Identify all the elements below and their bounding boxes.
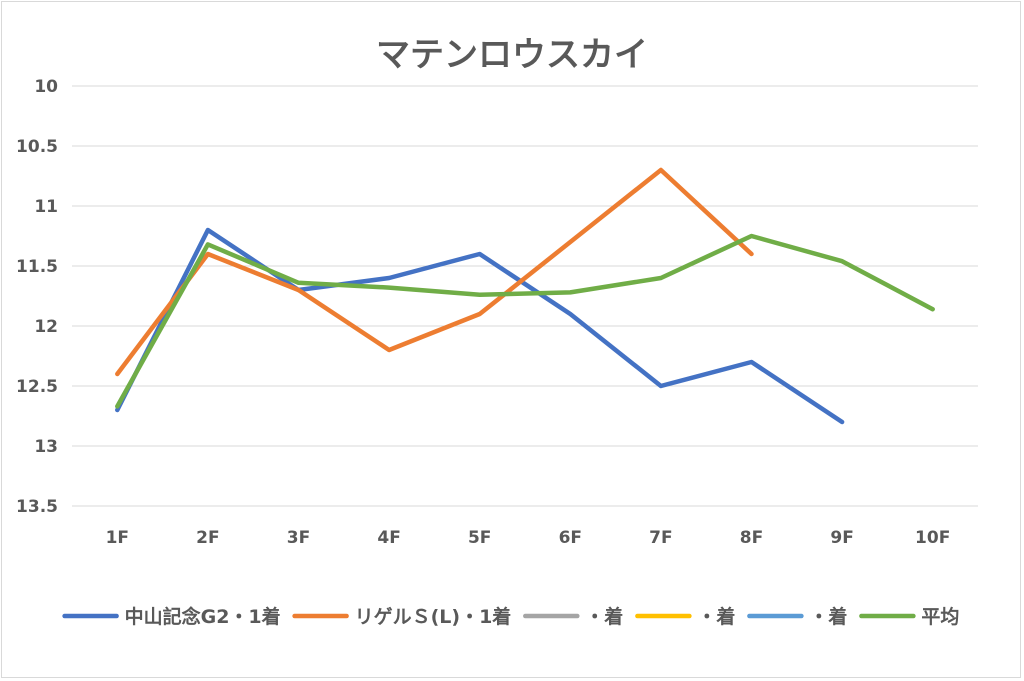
y-tick-label: 11 [34,197,58,217]
x-tick-label: 10F [915,528,950,548]
x-tick-label: 8F [740,528,763,548]
legend: 中山記念G2・1着 リゲルＳ(L)・1着 ・着 ・着 ・着 平均 [62,605,959,628]
legend-item: 中山記念G2・1着 [62,605,281,628]
y-tick-label: 13.5 [16,497,58,517]
y-tick-label: 12.5 [16,377,58,397]
x-tick-label: 5F [468,528,491,548]
chart-title: マテンロウスカイ [376,35,648,75]
legend-label: 中山記念G2・1着 [125,605,281,628]
x-tick-label: 2F [196,528,219,548]
x-tick-label: 4F [377,528,400,548]
legend-item: ・着 [747,605,847,628]
legend-label: リゲルＳ(L)・1着 [355,605,512,628]
y-tick-label: 12 [34,317,58,337]
y-tick-label: 10.5 [16,137,58,157]
legend-label: ・着 [809,605,847,628]
legend-label: 平均 [921,605,959,628]
x-tick-label: 6F [559,528,582,548]
legend-label: ・着 [585,605,623,628]
legend-item: 平均 [859,605,959,628]
legend-item: リゲルＳ(L)・1着 [292,605,512,628]
y-tick-label: 10 [34,77,58,97]
x-tick-label: 3F [287,528,310,548]
y-axis-tick-labels: 10 10.5 11 11.5 12 12.5 13 13.5 [16,77,58,517]
series-line [115,227,845,425]
series-line [115,233,935,409]
x-tick-label: 1F [106,528,129,548]
legend-item: ・着 [523,605,623,628]
legend-item: ・着 [635,605,735,628]
series-lines [115,167,935,425]
gridlines [72,85,978,507]
x-axis-tick-labels: 1F 2F 3F 4F 5F 6F 7F 8F 9F 10F [106,528,951,548]
x-tick-label: 9F [830,528,853,548]
legend-label: ・着 [697,605,735,628]
y-tick-label: 13 [34,437,58,457]
y-tick-label: 11.5 [16,257,58,277]
x-tick-label: 7F [649,528,672,548]
series-line [115,167,754,377]
